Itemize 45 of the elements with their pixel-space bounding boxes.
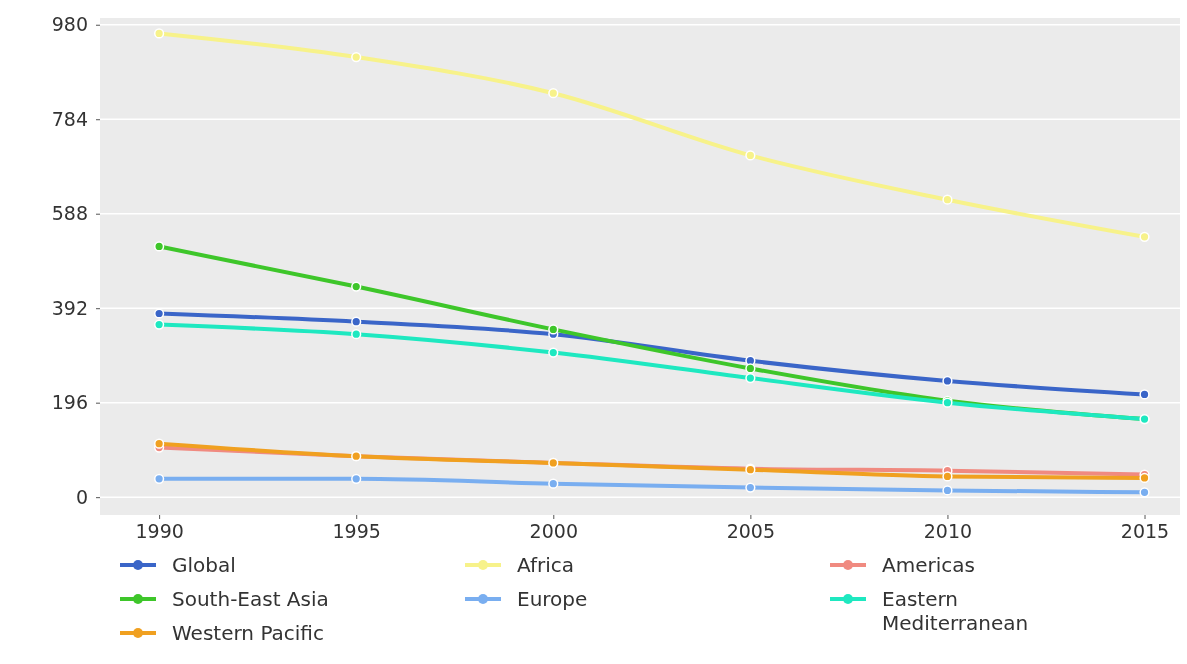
point <box>942 194 953 205</box>
point <box>745 150 756 161</box>
point <box>1139 231 1150 242</box>
point <box>351 316 362 327</box>
legend-label: Africa <box>517 553 575 577</box>
point <box>942 375 953 387</box>
legend-label: Eastern Mediterranean <box>882 587 1029 635</box>
x-tick-label: 2010 <box>923 520 973 543</box>
point <box>154 241 165 252</box>
x-tick-label: 2000 <box>529 520 578 543</box>
x-tick-label: 1990 <box>135 520 184 543</box>
point <box>351 51 362 63</box>
point <box>154 28 165 39</box>
point <box>942 485 953 496</box>
point <box>351 281 362 292</box>
point <box>154 438 165 449</box>
point <box>942 471 953 482</box>
legend-label: Western Pacific <box>172 621 324 645</box>
y-tick-label: 0 <box>75 485 88 508</box>
point <box>154 308 165 319</box>
point <box>154 473 165 484</box>
x-tick-label: 1995 <box>332 520 381 543</box>
point <box>745 363 756 374</box>
x-tick-label: 2005 <box>726 520 776 543</box>
point <box>745 372 756 384</box>
legend-label: South-East Asia <box>172 587 329 611</box>
point <box>351 329 362 340</box>
point <box>351 473 362 484</box>
point <box>745 482 756 493</box>
point <box>548 88 559 99</box>
legend-label: Global <box>172 553 236 577</box>
point <box>548 324 559 335</box>
legend-label: Americas <box>882 553 975 577</box>
point <box>1139 389 1150 400</box>
y-tick-label: 588 <box>51 202 88 225</box>
y-tick-label: 392 <box>51 296 88 319</box>
y-tick-label: 196 <box>51 391 88 414</box>
point <box>1139 487 1150 498</box>
legend-label: Europe <box>517 587 588 611</box>
y-tick-label: 784 <box>51 107 88 130</box>
x-tick-label: 2015 <box>1120 520 1170 543</box>
point <box>154 319 165 330</box>
y-tick-label: 980 <box>51 13 88 36</box>
point <box>548 347 559 358</box>
point <box>548 478 559 489</box>
